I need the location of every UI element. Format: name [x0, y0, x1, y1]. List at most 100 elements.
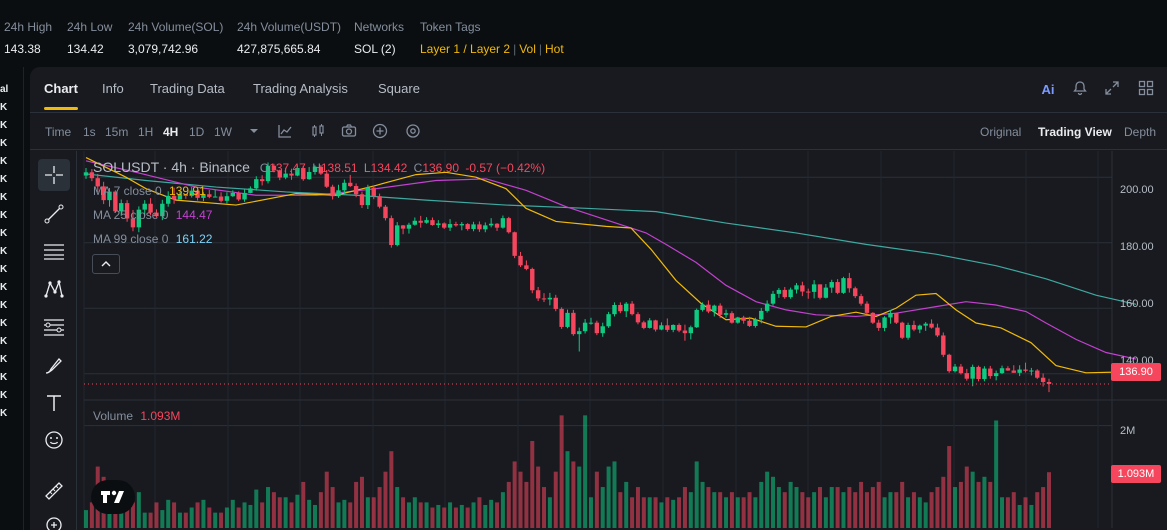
- add-circle-icon[interactable]: [371, 122, 389, 140]
- volume-bar: [571, 461, 576, 528]
- stat-value: 427,875,665.84: [237, 42, 321, 56]
- candle-body: [964, 373, 969, 379]
- candle-body: [882, 317, 887, 328]
- tab-trading-analysis[interactable]: Trading Analysis: [253, 81, 348, 96]
- volume-bar: [653, 497, 658, 528]
- tab-info[interactable]: Info: [102, 81, 124, 96]
- horizontal-lines-tool[interactable]: [38, 235, 70, 267]
- left-strip-item: K: [0, 354, 8, 365]
- volume-bar: [594, 471, 599, 528]
- horizontal-lines-icon: [44, 244, 64, 260]
- tab-trading-data[interactable]: Trading Data: [150, 81, 225, 96]
- volume-bar: [876, 481, 881, 528]
- volume-bar: [177, 512, 182, 528]
- candle-body: [770, 293, 776, 304]
- candle-body: [441, 223, 447, 228]
- view-trading-view[interactable]: Trading View: [1038, 125, 1112, 139]
- candle-body: [236, 192, 241, 200]
- drawing-tools-sidebar: [30, 151, 77, 530]
- candle-body: [353, 186, 359, 195]
- tradingview-logo[interactable]: [91, 480, 135, 514]
- candle-body: [847, 278, 852, 289]
- volume-bar: [1029, 504, 1034, 528]
- stat-label: Networks: [354, 20, 405, 34]
- collapse-legend-button[interactable]: [92, 254, 120, 274]
- ai-icon[interactable]: Ai: [1041, 82, 1055, 97]
- volume-bar: [524, 481, 529, 528]
- crosshair-tool[interactable]: [38, 159, 70, 191]
- layout-grid-icon[interactable]: [1136, 80, 1156, 100]
- token-tag[interactable]: Vol: [519, 42, 536, 56]
- brush-tool[interactable]: [38, 350, 70, 382]
- volume-bar: [530, 440, 535, 528]
- volume-bar: [970, 471, 975, 528]
- candle-body: [365, 187, 371, 206]
- left-strip-item: K: [0, 210, 8, 221]
- view-depth[interactable]: Depth: [1124, 125, 1157, 139]
- indicator-chart-icon[interactable]: [276, 122, 294, 140]
- emoji-tool[interactable]: [38, 424, 70, 456]
- interval-dropdown-icon[interactable]: [245, 122, 263, 140]
- volume-bar: [219, 512, 224, 528]
- candle-body: [400, 225, 406, 229]
- text-tool[interactable]: [38, 387, 70, 419]
- ma99-value: 161.22: [175, 232, 213, 246]
- token-tag[interactable]: Hot: [545, 42, 564, 56]
- candle-body: [465, 224, 470, 229]
- left-strip-item: K: [0, 390, 8, 401]
- volume-bar: [318, 492, 323, 528]
- interval-1w[interactable]: 1W: [214, 125, 232, 139]
- candle-body: [917, 325, 923, 330]
- trend-line-tool[interactable]: [38, 198, 70, 230]
- candle-body: [160, 203, 165, 217]
- ma99-label: MA 99 close 0: [93, 232, 169, 246]
- interval-4h[interactable]: 4H: [163, 125, 179, 139]
- zoom-tool[interactable]: [38, 509, 70, 530]
- candle-body: [524, 265, 529, 269]
- ma25-legend: MA 25 close 0 144.47: [93, 208, 212, 222]
- volume-bar: [841, 492, 846, 528]
- candle-body: [371, 187, 376, 197]
- pattern-tool[interactable]: [38, 273, 70, 305]
- candle-body: [712, 305, 717, 312]
- volume-bar: [107, 502, 112, 528]
- volume-bar: [600, 487, 605, 528]
- tab-square[interactable]: Square: [378, 81, 420, 96]
- candle-body: [665, 325, 670, 330]
- close-value: 136.90: [422, 161, 460, 175]
- fib-tool[interactable]: [38, 311, 70, 343]
- left-panel-edge: al K K K K K K K K K K K K K K K K K K: [0, 67, 24, 530]
- camera-icon[interactable]: [340, 122, 358, 140]
- left-strip-item: K: [0, 102, 8, 113]
- high-value: 138.51: [320, 161, 358, 175]
- candle-body: [383, 206, 388, 219]
- candle-body: [142, 203, 147, 210]
- candle-type-icon[interactable]: [309, 122, 327, 140]
- candle-body: [483, 225, 488, 230]
- market-stats-bar: 24h High 143.38 24h Low 134.42 24h Volum…: [0, 0, 1167, 67]
- volume-bar: [706, 487, 711, 528]
- token-tag[interactable]: Layer 1 / Layer 2: [420, 42, 511, 56]
- time-label[interactable]: Time: [45, 125, 72, 139]
- interval-15m[interactable]: 15m: [105, 125, 129, 139]
- ma25-line: [85, 160, 1137, 360]
- view-original[interactable]: Original: [980, 125, 1022, 139]
- ruler-tool[interactable]: [38, 475, 70, 507]
- volume-bar: [765, 471, 770, 528]
- interval-1d[interactable]: 1D: [189, 125, 205, 139]
- candle-body: [988, 368, 993, 377]
- tab-chart[interactable]: Chart: [44, 81, 78, 96]
- stat-24h-volume-usdt: 24h Volume(USDT) 427,875,665.84: [237, 20, 341, 56]
- interval-1h[interactable]: 1H: [138, 125, 154, 139]
- trend-line-icon: [44, 204, 64, 224]
- settings-icon[interactable]: [404, 122, 422, 140]
- bell-icon[interactable]: [1070, 80, 1090, 100]
- interval-1s[interactable]: 1s: [83, 125, 96, 139]
- volume-bar: [313, 504, 318, 528]
- expand-icon[interactable]: [1102, 80, 1122, 100]
- stat-value[interactable]: SOL (2): [354, 42, 396, 56]
- last-price-tag: 136.90: [1111, 363, 1161, 381]
- stat-networks[interactable]: Networks SOL (2): [354, 20, 404, 56]
- candle-body: [741, 317, 746, 321]
